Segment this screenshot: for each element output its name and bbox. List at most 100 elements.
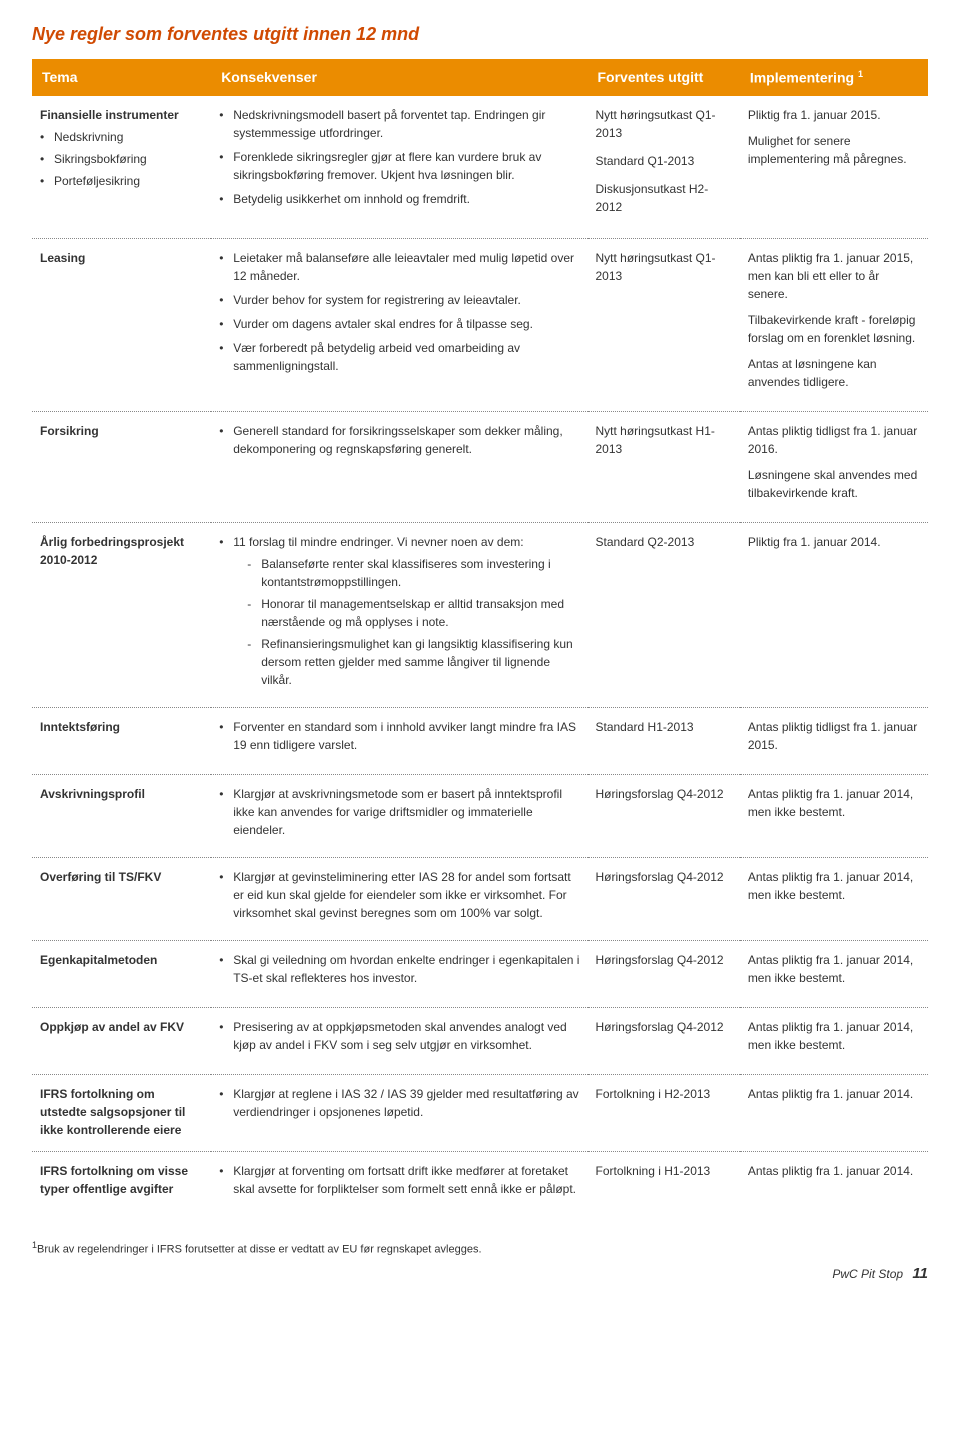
table-header: Tema Konsekvenser Forventes utgitt Imple… (32, 59, 928, 96)
konsekvenser-list: Skal gi veiledning om hvordan enkelte en… (219, 951, 579, 987)
tema-label: Overføring til TS/FKV (40, 868, 203, 886)
cell-tema: Overføring til TS/FKV (32, 858, 211, 941)
forventes-item: Høringsforslag Q4-2012 (596, 785, 732, 803)
implementering-text: Pliktig fra 1. januar 2014. (748, 533, 920, 551)
cell-konsekvenser: 11 forslag til mindre endringer. Vi nevn… (211, 523, 587, 708)
cell-tema: IFRS fortolkning om visse typer offentli… (32, 1152, 211, 1216)
implementering-text: Antas pliktig fra 1. januar 2014. (748, 1162, 920, 1180)
cell-implementering: Antas pliktig tidligst fra 1. januar 201… (740, 708, 928, 775)
forventes-item: Fortolkning i H2-2013 (596, 1085, 732, 1103)
forventes-item: Nytt høringsutkast H1-2013 (596, 422, 732, 458)
table-row: IFRS fortolkning om utstedte salgsopsjon… (32, 1075, 928, 1152)
cell-implementering: Antas pliktig tidligst fra 1. januar 201… (740, 412, 928, 523)
cell-forventes: Høringsforslag Q4-2012 (588, 775, 740, 858)
table-row: AvskrivningsprofilKlargjør at avskrivnin… (32, 775, 928, 858)
forventes-item: Standard H1-2013 (596, 718, 732, 736)
cell-forventes: Høringsforslag Q4-2012 (588, 1008, 740, 1075)
col-forventes: Forventes utgitt (588, 59, 740, 96)
cell-tema: Forsikring (32, 412, 211, 523)
table-row: Forsikring Generell standard for forsikri… (32, 412, 928, 523)
konsekvenser-list: Klargjør at gevinsteliminering etter IAS… (219, 868, 579, 922)
konsekvenser-item: Leietaker må balanseføre alle leieavtale… (219, 249, 579, 285)
forventes-item: Standard Q2-2013 (596, 533, 732, 551)
table-row: InntektsføringForventer en standard som … (32, 708, 928, 775)
konsekvenser-item: Klargjør at forventing om fortsatt drift… (219, 1162, 579, 1198)
cell-implementering: Antas pliktig fra 1. januar 2014. (740, 1152, 928, 1216)
tema-label: Årlig forbedringsprosjekt 2010-2012 (40, 533, 203, 569)
page-title: Nye regler som forventes utgitt innen 12… (32, 24, 928, 45)
konsekvenser-item: Nedskrivningsmodell basert på forventet … (219, 106, 579, 142)
implementering-text: Pliktig fra 1. januar 2015. (748, 106, 920, 124)
tema-label: Oppkjøp av andel av FKV (40, 1018, 203, 1036)
konsekvenser-item: Skal gi veiledning om hvordan enkelte en… (219, 951, 579, 987)
footnote: 1Bruk av regelendringer i IFRS forutsett… (32, 1240, 928, 1256)
tema-label: Finansielle instrumenter (40, 106, 203, 124)
implementering-text: Antas pliktig fra 1. januar 2015, men ka… (748, 249, 920, 303)
cell-tema: Avskrivningsprofil (32, 775, 211, 858)
forventes-item: Nytt høringsutkast Q1-2013 (596, 249, 732, 285)
konsekvenser-list: Forventer en standard som i innhold avvi… (219, 718, 579, 754)
forventes-item: Høringsforslag Q4-2012 (596, 868, 732, 886)
konsekvenser-item: Vurder om dagens avtaler skal endres for… (219, 315, 579, 333)
cell-forventes: Nytt høringsutkast Q1-2013 (588, 239, 740, 412)
cell-implementering: Antas pliktig fra 1. januar 2014, men ik… (740, 1008, 928, 1075)
rules-table: Tema Konsekvenser Forventes utgitt Imple… (32, 59, 928, 1216)
konsekvenser-list: Nedskrivningsmodell basert på forventet … (219, 106, 579, 208)
cell-konsekvenser: Klargjør at gevinsteliminering etter IAS… (211, 858, 587, 941)
cell-forventes: Høringsforslag Q4-2012 (588, 858, 740, 941)
konsekvenser-subitem: Balanseførte renter skal klassifiseres s… (247, 555, 579, 591)
tema-label: Leasing (40, 249, 203, 267)
table-body: Finansielle instrumenter NedskrivningSikr… (32, 96, 928, 1216)
implementering-text: Antas pliktig fra 1. januar 2014, men ik… (748, 1018, 920, 1054)
cell-forventes: Høringsforslag Q4-2012 (588, 941, 740, 1008)
implementering-text: Antas pliktig fra 1. januar 2014, men ik… (748, 868, 920, 904)
implementering-text: Løsningene skal anvendes med tilbakevirk… (748, 466, 920, 502)
cell-implementering: Antas pliktig fra 1. januar 2014, men ik… (740, 858, 928, 941)
implementering-text: Antas pliktig tidligst fra 1. januar 201… (748, 718, 920, 754)
cell-forventes: Nytt høringsutkast Q1-2013Standard Q1-20… (588, 96, 740, 239)
konsekvenser-list: Klargjør at reglene i IAS 32 / IAS 39 gj… (219, 1085, 579, 1121)
tema-label: Egenkapitalmetoden (40, 951, 203, 969)
cell-forventes: Nytt høringsutkast H1-2013 (588, 412, 740, 523)
konsekvenser-item: Forenklede sikringsregler gjør at flere … (219, 148, 579, 184)
cell-konsekvenser: Forventer en standard som i innhold avvi… (211, 708, 587, 775)
konsekvenser-item: Presisering av at oppkjøpsmetoden skal a… (219, 1018, 579, 1054)
konsekvenser-list: Leietaker må balanseføre alle leieavtale… (219, 249, 579, 375)
cell-forventes: Standard Q2-2013 (588, 523, 740, 708)
tema-label: Forsikring (40, 422, 203, 440)
konsekvenser-item: Vær forberedt på betydelig arbeid ved om… (219, 339, 579, 375)
table-row: Årlig forbedringsprosjekt 2010-201211 fo… (32, 523, 928, 708)
page-container: Nye regler som forventes utgitt innen 12… (0, 0, 960, 1302)
table-row: Oppkjøp av andel av FKV Presisering av at… (32, 1008, 928, 1075)
col-konsekvenser: Konsekvenser (211, 59, 587, 96)
cell-konsekvenser: Skal gi veiledning om hvordan enkelte en… (211, 941, 587, 1008)
cell-konsekvenser: Klargjør at reglene i IAS 32 / IAS 39 gj… (211, 1075, 587, 1152)
cell-forventes: Fortolkning i H1-2013 (588, 1152, 740, 1216)
tema-sublist: NedskrivningSikringsbokføringPorteføljes… (40, 128, 203, 190)
cell-implementering: Antas pliktig fra 1. januar 2014. (740, 1075, 928, 1152)
tema-subitem: Porteføljesikring (40, 172, 203, 190)
footer: PwC Pit Stop 11 (32, 1265, 928, 1282)
konsekvenser-list: Klargjør at avskrivningsmetode som er ba… (219, 785, 579, 839)
table-row: Finansielle instrumenter NedskrivningSikr… (32, 96, 928, 239)
konsekvenser-item: Generell standard for forsikringsselskap… (219, 422, 579, 458)
table-row: IFRS fortolkning om visse typer offentli… (32, 1152, 928, 1216)
konsekvenser-subitem: Refinansieringsmulighet kan gi langsikti… (247, 635, 579, 689)
tema-subitem: Nedskrivning (40, 128, 203, 146)
cell-konsekvenser: Klargjør at avskrivningsmetode som er ba… (211, 775, 587, 858)
cell-implementering: Antas pliktig fra 1. januar 2015, men ka… (740, 239, 928, 412)
cell-implementering: Pliktig fra 1. januar 2014. (740, 523, 928, 708)
cell-konsekvenser: Presisering av at oppkjøpsmetoden skal a… (211, 1008, 587, 1075)
cell-implementering: Antas pliktig fra 1. januar 2014, men ik… (740, 775, 928, 858)
cell-konsekvenser: Klargjør at forventing om fortsatt drift… (211, 1152, 587, 1216)
cell-tema: IFRS fortolkning om utstedte salgsopsjon… (32, 1075, 211, 1152)
table-row: Leasing Leietaker må balanseføre alle lei… (32, 239, 928, 412)
implementering-text: Antas pliktig tidligst fra 1. januar 201… (748, 422, 920, 458)
tema-label: IFRS fortolkning om visse typer offentli… (40, 1162, 203, 1198)
konsekvenser-item: Klargjør at gevinsteliminering etter IAS… (219, 868, 579, 922)
konsekvenser-list: Klargjør at forventing om fortsatt drift… (219, 1162, 579, 1198)
cell-tema: Oppkjøp av andel av FKV (32, 1008, 211, 1075)
cell-konsekvenser: Nedskrivningsmodell basert på forventet … (211, 96, 587, 239)
table-row: Egenkapitalmetoden Skal gi veiledning om … (32, 941, 928, 1008)
forventes-item: Fortolkning i H1-2013 (596, 1162, 732, 1180)
